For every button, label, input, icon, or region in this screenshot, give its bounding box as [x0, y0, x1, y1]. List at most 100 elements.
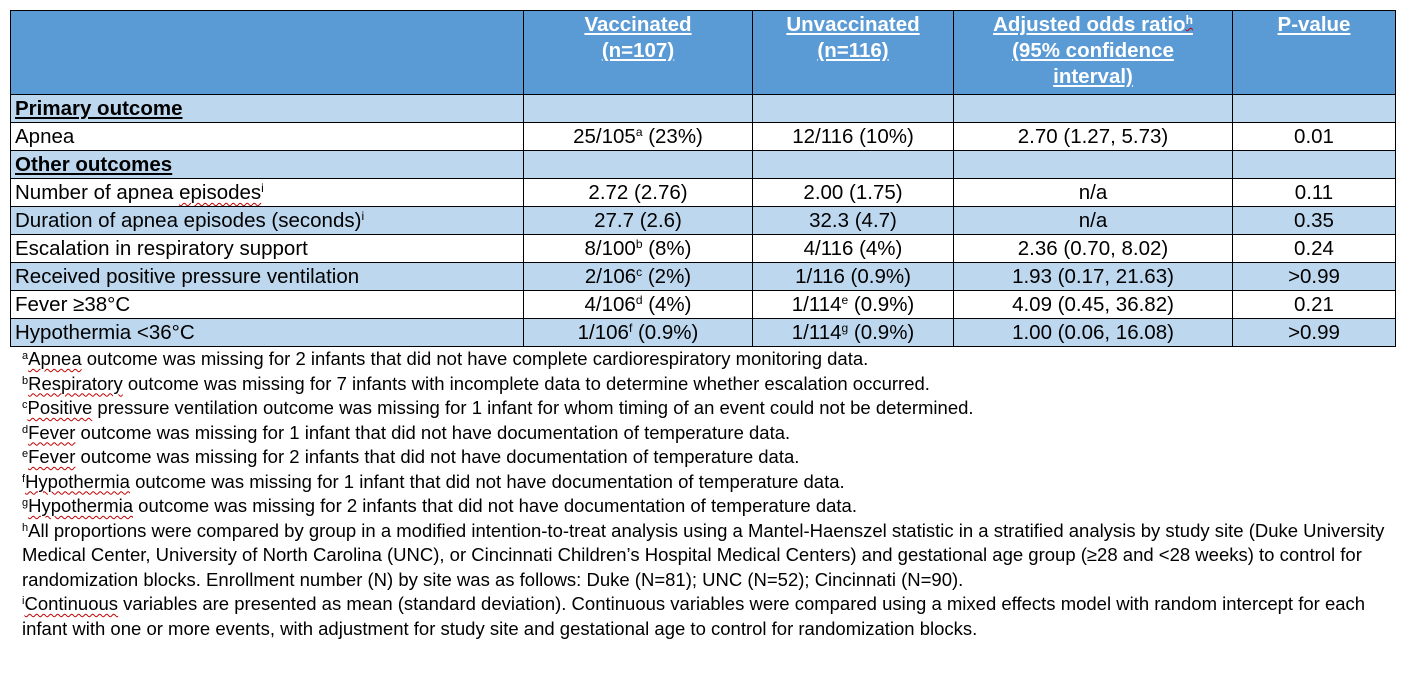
footnote-e: eFever outcome was missing for 2 infants…: [22, 445, 1397, 470]
odds-ratio-value: 2.70 (1.27, 5.73): [953, 122, 1233, 151]
empty-cell: [953, 150, 1233, 179]
p-value: >0.99: [1232, 318, 1396, 347]
table-row-ppv: Received positive pressure ventilation 2…: [10, 262, 1396, 291]
footnote-text: outcome was missing for 2 infants that d…: [133, 495, 857, 516]
table-row-fever: Fever ≥38°C 4/106d (4%) 1/114e (0.9%) 4.…: [10, 290, 1396, 319]
footnote-flagged-word: Positive: [27, 397, 93, 418]
footnote-text: pressure ventilation outcome was missing…: [92, 397, 974, 418]
table-header-row: Vaccinated (n=107) Unvaccinated (n=116) Ad…: [10, 10, 1396, 95]
footnote-mark: i: [22, 595, 25, 607]
value-percent: (2%): [642, 265, 692, 288]
p-value: 0.11: [1232, 178, 1396, 207]
row-label: Hypothermia <36°C: [10, 318, 524, 347]
unvaccinated-value: 2.00 (1.75): [752, 178, 954, 207]
unvaccinated-value: 12/116 (10%): [752, 122, 954, 151]
value-text: 4/106: [584, 293, 636, 316]
row-label: Escalation in respiratory support: [10, 234, 524, 263]
row-label-text: Duration of apnea episodes (seconds): [15, 209, 362, 232]
header-aor-footnote-mark: h: [1185, 13, 1193, 27]
table-row-hypothermia: Hypothermia <36°C 1/106f (0.9%) 1/114g (…: [10, 318, 1396, 347]
p-value: 0.21: [1232, 290, 1396, 319]
header-unvaccinated-label: Unvaccinated: [786, 13, 920, 36]
footnote-mark: e: [841, 293, 849, 307]
footnote-c: cPositive pressure ventilation outcome w…: [22, 396, 1397, 421]
footnote-flagged-word: Apnea: [28, 348, 82, 369]
row-label-text: Number of apnea: [15, 181, 180, 204]
footnote-flagged-word: Fever: [28, 421, 76, 443]
footnote-mark: d: [635, 293, 643, 307]
odds-ratio-value: 4.09 (0.45, 36.82): [953, 290, 1233, 319]
footnote-mark: g: [841, 321, 849, 335]
empty-cell: [523, 94, 753, 123]
outcomes-table-container: Vaccinated (n=107) Unvaccinated (n=116) Ad…: [10, 10, 1396, 347]
header-vaccinated-label: Vaccinated: [584, 13, 692, 36]
section-other-outcomes: Other outcomes: [10, 150, 524, 179]
footnote-mark: h: [22, 521, 29, 534]
vaccinated-value: 2/106c (2%): [523, 262, 753, 291]
footnote-text: outcome was missing for 7 infants with i…: [122, 372, 930, 394]
empty-cell: [752, 150, 954, 179]
odds-ratio-value: 1.93 (0.17, 21.63): [953, 262, 1233, 291]
value-text: 1/114: [791, 321, 842, 344]
value-percent: (0.9%): [848, 293, 915, 316]
odds-ratio-value: 1.00 (0.06, 16.08): [953, 318, 1233, 347]
odds-ratio-value: n/a: [953, 206, 1233, 235]
header-aor-ci-line1: (95% confidence: [1012, 39, 1174, 62]
header-blank-cell: [10, 10, 524, 95]
row-label: Received positive pressure ventilation: [10, 262, 524, 291]
footnote-text: outcome was missing for 1 infant that di…: [75, 421, 791, 443]
footnote-mark: b: [22, 374, 29, 387]
unvaccinated-value: 1/114g (0.9%): [752, 318, 954, 347]
header-p-value-label: P-value: [1277, 13, 1351, 36]
footnote-mark: f: [628, 321, 633, 335]
vaccinated-value: 25/105a (23%): [523, 122, 753, 151]
p-value: >0.99: [1232, 262, 1396, 291]
unvaccinated-value: 32.3 (4.7): [752, 206, 954, 235]
empty-cell: [1232, 94, 1396, 123]
footnote-flagged-word: Hypothermia: [25, 470, 130, 492]
footnote-h: hAll proportions were compared by group …: [22, 519, 1397, 593]
row-label: Apnea: [10, 122, 524, 151]
empty-cell: [752, 94, 954, 123]
value-text: 2/106: [584, 265, 637, 288]
footnote-mark: c: [22, 399, 28, 411]
header-unvaccinated-n: (n=116): [817, 39, 889, 62]
footnote-flagged-word: Hypothermia: [28, 495, 134, 516]
footnote-mark: e: [22, 448, 29, 460]
footnote-flagged-word: Fever: [28, 446, 76, 467]
row-label: Fever ≥38°C: [10, 290, 524, 319]
vaccinated-value: 1/106f (0.9%): [523, 318, 753, 347]
footnote-text: outcome was missing for 1 infant that di…: [129, 470, 845, 492]
p-value: 0.24: [1232, 234, 1396, 263]
footnote-mark: c: [636, 265, 643, 279]
vaccinated-value: 4/106d (4%): [523, 290, 753, 319]
footnote-mark: g: [22, 497, 29, 509]
footnote-mark: a: [22, 350, 29, 362]
table-row-episodes: Number of apnea episodesi 2.72 (2.76) 2.…: [10, 178, 1396, 207]
footnote-text: outcome was missing for 2 infants that d…: [81, 348, 869, 369]
vaccinated-value: 27.7 (2.6): [523, 206, 753, 235]
footnotes: aApnea outcome was missing for 2 infants…: [22, 347, 1397, 641]
footnote-mark: i: [261, 181, 264, 195]
value-percent: (8%): [642, 237, 692, 260]
vaccinated-value: 8/100b (8%): [523, 234, 753, 263]
footnote-mark: i: [361, 209, 365, 223]
footnote-f: fHypothermia outcome was missing for 1 i…: [22, 470, 1397, 495]
table-row-duration: Duration of apnea episodes (seconds)i 27…: [10, 206, 1396, 235]
value-text: 1/106: [577, 321, 629, 344]
row-label-text-flagged: episodes: [179, 181, 262, 204]
header-aor-ci-line2: interval): [1053, 65, 1133, 88]
value-percent: (23%): [642, 125, 703, 148]
section-primary-outcome: Primary outcome: [10, 94, 524, 123]
table-row-escalation: Escalation in respiratory support 8/100b…: [10, 234, 1396, 263]
value-text: 1/114: [791, 293, 842, 316]
header-unvaccinated: Unvaccinated (n=116): [752, 10, 954, 95]
header-adjusted-odds-ratio: Adjusted odds ratioh (95% confidence inter…: [953, 10, 1233, 95]
header-p-value: P-value: [1232, 10, 1396, 95]
footnote-text: All proportions were compared by group i…: [22, 519, 1385, 590]
header-vaccinated-n: (n=107): [601, 39, 675, 62]
empty-cell: [1232, 150, 1396, 179]
value-text: 8/100: [584, 237, 636, 260]
unvaccinated-value: 4/116 (4%): [752, 234, 954, 263]
footnote-text: variables are presented as mean (standar…: [22, 593, 1366, 639]
